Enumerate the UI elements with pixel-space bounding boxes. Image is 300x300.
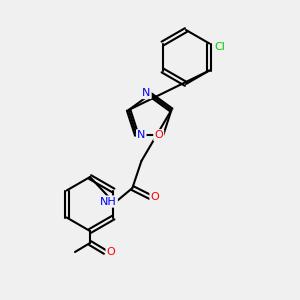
Text: NH: NH [100, 196, 117, 206]
Text: O: O [151, 192, 159, 202]
Text: O: O [154, 130, 163, 140]
Text: N: N [137, 130, 146, 140]
Text: N: N [142, 88, 151, 98]
Text: O: O [106, 247, 116, 257]
Text: Cl: Cl [214, 41, 225, 52]
